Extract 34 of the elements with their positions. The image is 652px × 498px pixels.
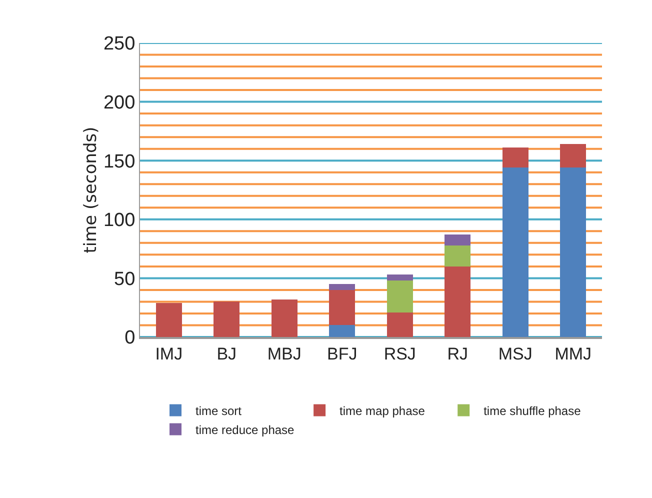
- bar: [444, 266, 471, 337]
- x-tick-label: BJ: [216, 344, 237, 364]
- bar: [386, 312, 413, 337]
- bar: [271, 299, 298, 337]
- bar: [444, 245, 471, 266]
- x-tick-label: BFJ: [327, 344, 358, 364]
- bar: [214, 302, 240, 337]
- bar: [560, 168, 586, 337]
- bar: [560, 144, 586, 168]
- bar: [386, 280, 413, 312]
- y-tick-label: 0: [124, 328, 136, 349]
- bar: [329, 284, 356, 290]
- y-tick-label: 200: [103, 92, 136, 114]
- y-tick-label: 150: [103, 151, 136, 172]
- y-tick-label: 250: [103, 34, 136, 55]
- bar: [502, 148, 528, 168]
- bar: [444, 234, 471, 246]
- bar: [502, 168, 528, 337]
- x-tick-label: MSJ: [498, 344, 532, 364]
- legend-label: time sort: [196, 404, 242, 418]
- x-tick-label: MMJ: [554, 344, 592, 364]
- y-tick-label: 100: [103, 210, 136, 232]
- x-tick-label: RJ: [447, 344, 468, 364]
- legend-label: time shuffle phase: [484, 404, 582, 418]
- y-axis-title: time (seconds): [81, 126, 101, 254]
- x-tick-label: IMJ: [155, 344, 183, 364]
- bar: [156, 302, 182, 337]
- x-tick-label: RSJ: [384, 344, 416, 364]
- x-tick-label: MBJ: [267, 344, 302, 364]
- bar: [329, 290, 356, 326]
- bar: [329, 325, 356, 337]
- legend-label: time reduce phase: [196, 422, 295, 437]
- y-tick-label: 50: [114, 268, 136, 290]
- legend-label: time map phase: [340, 404, 426, 418]
